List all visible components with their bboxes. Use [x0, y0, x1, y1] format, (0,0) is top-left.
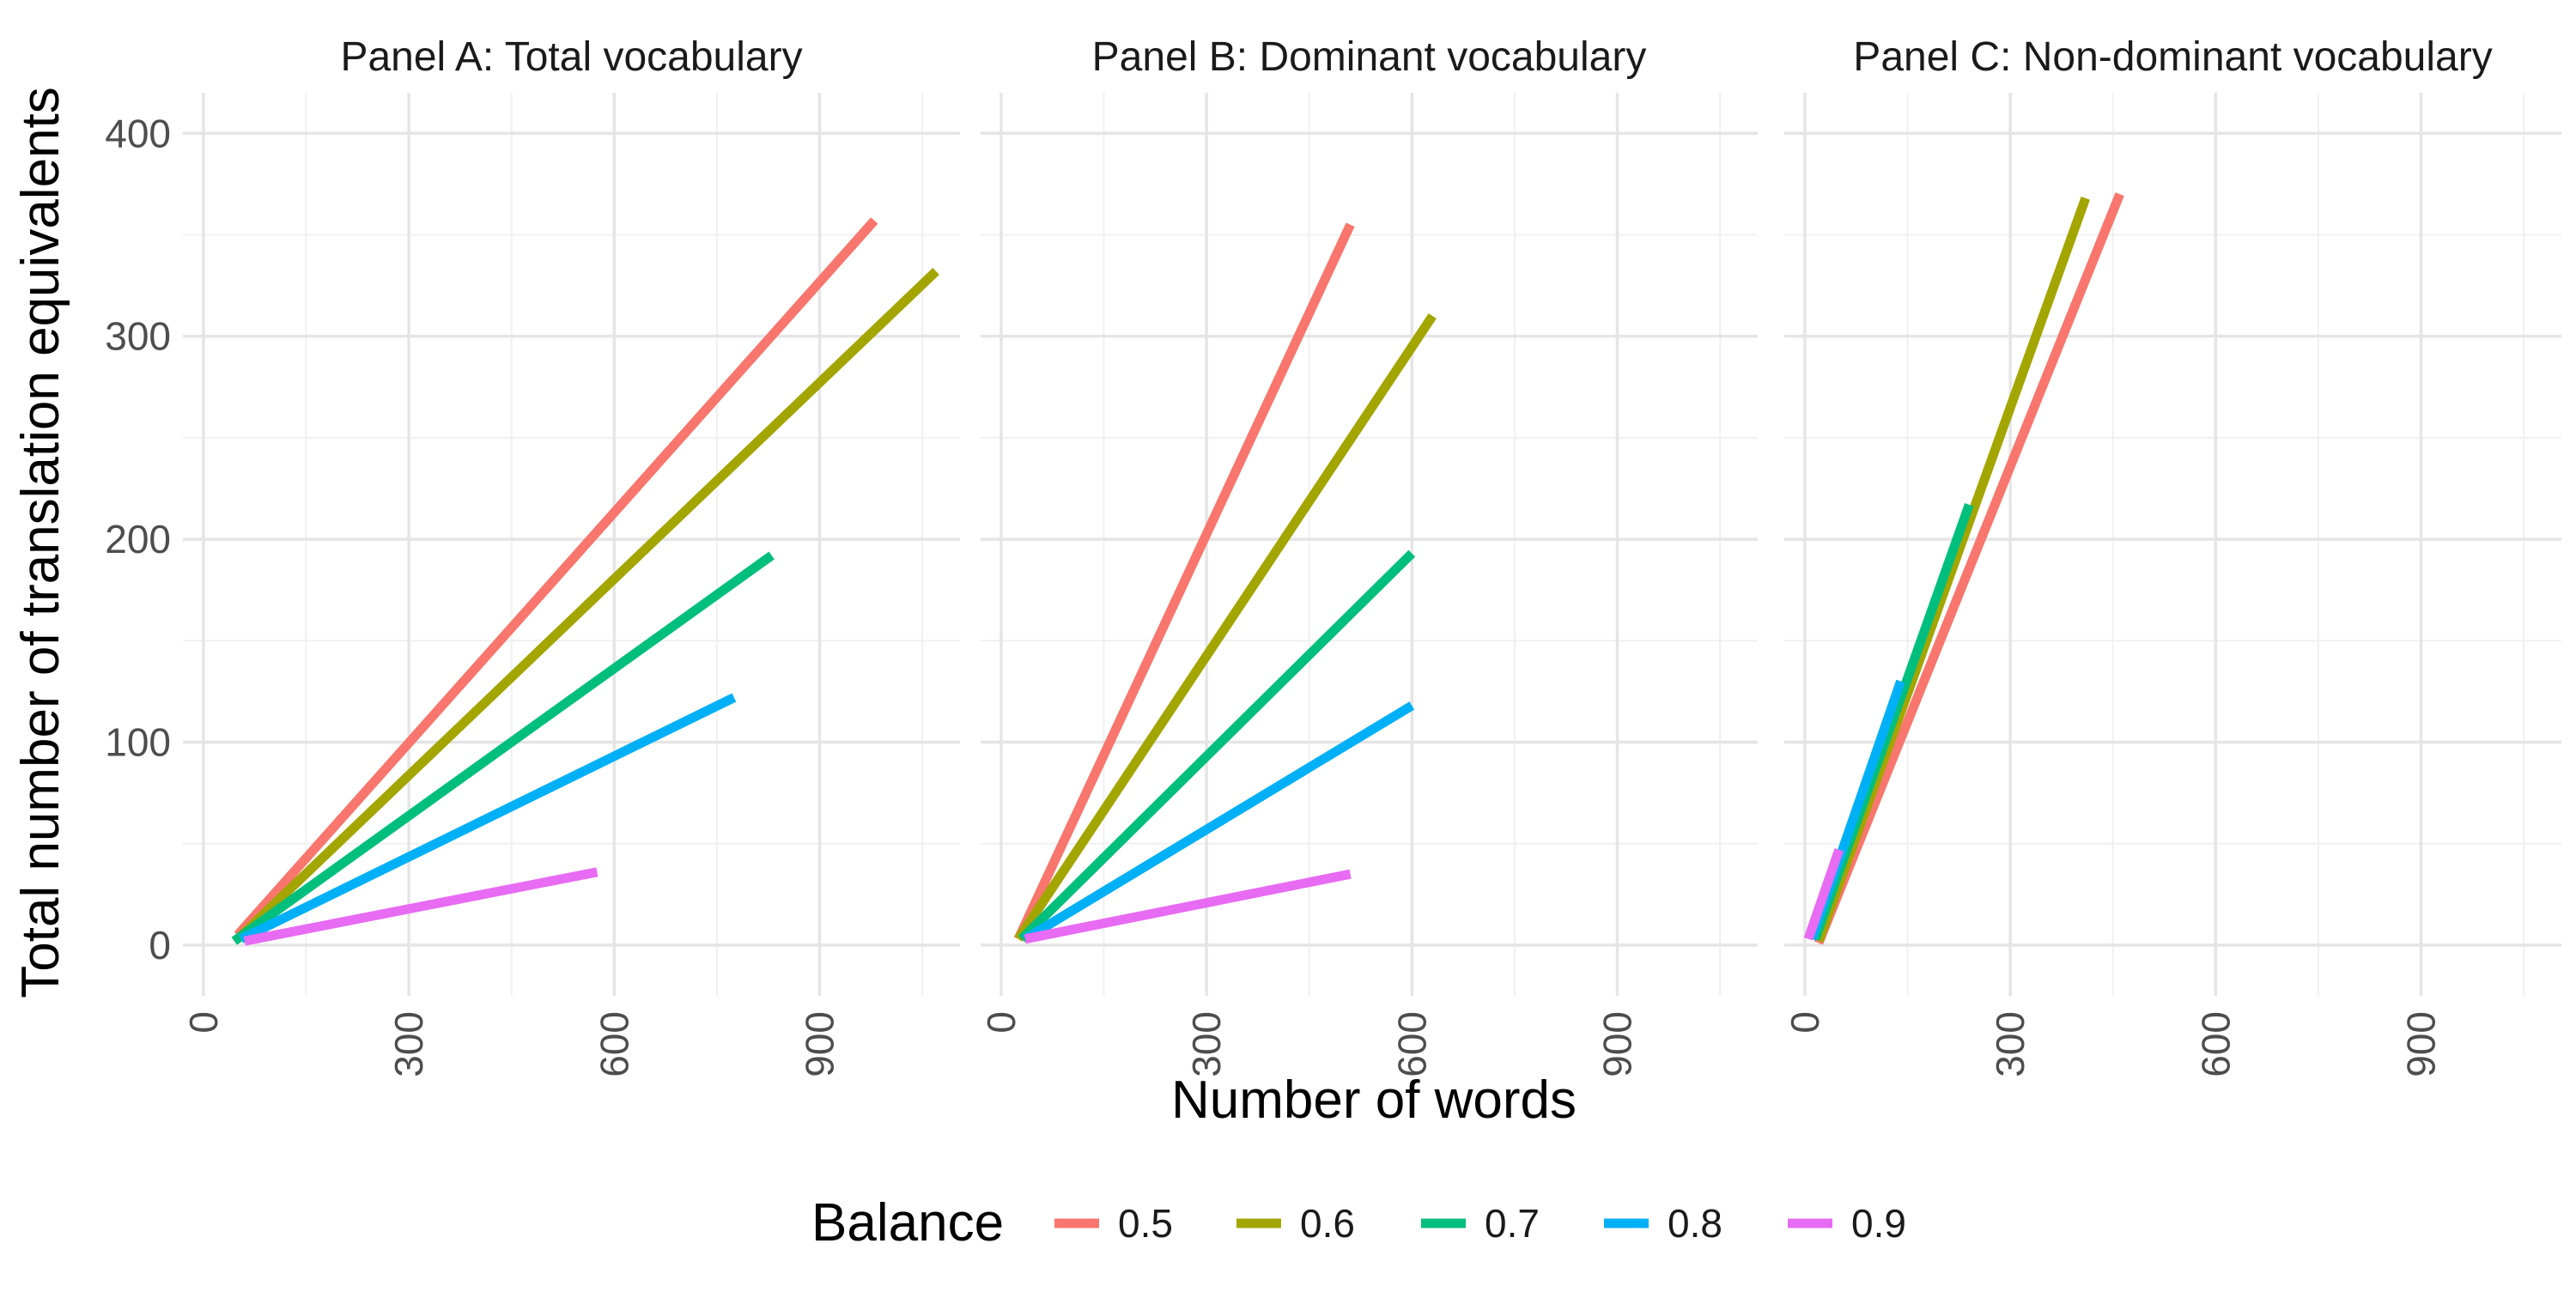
legend: Balance 0.5 0.6 0.7 0.8 0.9 — [811, 1193, 1906, 1253]
series-line-0-7 — [231, 551, 775, 945]
panel-title: Panel C: Non-dominant vocabulary — [1853, 34, 2492, 80]
series-line-0-6 — [234, 268, 939, 943]
legend-label: 0.6 — [1300, 1201, 1355, 1246]
panel-2: Panel B: Dominant vocabulary 0 300 600 900 — [979, 34, 1758, 1077]
legend-title: Balance — [811, 1193, 1004, 1253]
x-tick-label: 900 — [2399, 1011, 2444, 1077]
y-tick-label: 300 — [105, 314, 171, 359]
x-tick-label: 600 — [2193, 1011, 2238, 1077]
y-axis-title: Total number of translation equivalents — [11, 87, 70, 998]
x-tick-label: 600 — [592, 1011, 636, 1077]
x-tick-label: 0 — [1783, 1011, 1827, 1034]
x-tick-label: 600 — [1389, 1011, 1434, 1077]
series-line-0-8 — [239, 693, 737, 943]
series-line-0-5 — [234, 217, 878, 938]
x-tick-label: 0 — [181, 1011, 226, 1034]
x-tick-label: 0 — [979, 1011, 1024, 1034]
x-tick-label: 300 — [386, 1011, 431, 1077]
series-line-0-5 — [1013, 222, 1355, 942]
legend-label: 0.8 — [1668, 1201, 1722, 1246]
series-line-0-5 — [1814, 192, 2124, 945]
x-tick-label: 300 — [1988, 1011, 2032, 1077]
y-tick-label: 400 — [105, 111, 171, 155]
legend-label: 0.5 — [1118, 1201, 1173, 1246]
series-line-0-6 — [1014, 312, 1437, 942]
series-line-0-9 — [243, 867, 598, 946]
series-line-0-8 — [1022, 701, 1415, 943]
panel-title: Panel B: Dominant vocabulary — [1092, 34, 1647, 80]
y-tick-label: 100 — [105, 719, 171, 764]
y-tick-label: 0 — [149, 923, 171, 967]
series-line-0-7 — [1018, 549, 1416, 943]
series-line-0-9 — [1024, 869, 1352, 944]
y-tick-label: 200 — [105, 517, 171, 561]
legend-label: 0.7 — [1485, 1201, 1540, 1246]
x-tick-label: 900 — [1595, 1011, 1640, 1077]
series-line-0-9 — [1803, 848, 1844, 941]
panel-3: Panel C: Non-dominant vocabulary 0 300 600 9… — [1783, 34, 2561, 1077]
panel-title: Panel A: Total vocabulary — [340, 34, 802, 80]
legend-label: 0.9 — [1851, 1201, 1906, 1246]
x-tick-label: 300 — [1184, 1011, 1229, 1077]
panel-1: Panel A: Total vocabulary 0 100 200 300 400 0 3… — [105, 34, 960, 1077]
legend-entries: 0.5 0.6 0.7 0.8 0.9 — [1054, 1201, 1906, 1246]
x-tick-label: 900 — [798, 1011, 842, 1077]
x-axis-title: Number of words — [1171, 1071, 1577, 1130]
panels-layer: Panel A: Total vocabulary 0 100 200 300 400 0 3… — [105, 34, 2561, 1077]
